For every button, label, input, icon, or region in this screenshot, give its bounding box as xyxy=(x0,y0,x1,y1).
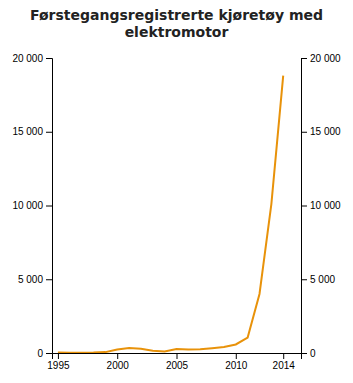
y2-axis-tick-label: 0 xyxy=(310,348,316,359)
y2-axis-tick-mark xyxy=(301,353,307,354)
plot-area: 1995 2000 2005 2010 2014 0 5 000 10 000 15 000 20… xyxy=(12,53,341,371)
y2-axis: 0 5 000 10 000 15 000 20 000 xyxy=(301,53,341,359)
y-axis-tick: 0 xyxy=(37,348,52,359)
x-axis-tick-label: 2010 xyxy=(225,360,248,371)
y2-axis-tick: 0 xyxy=(301,348,316,359)
x-axis-tick-mark xyxy=(236,353,237,359)
y-axis-tick-mark xyxy=(46,132,52,133)
y-axis-tick-mark xyxy=(46,279,52,280)
y2-axis-tick: 15 000 xyxy=(301,126,341,137)
x-axis-tick-mark xyxy=(283,353,284,359)
y2-axis-tick: 20 000 xyxy=(301,53,341,64)
x-axis-tick: 1995 xyxy=(47,353,70,371)
y-axis-tick: 20 000 xyxy=(12,53,52,64)
y-axis: 0 5 000 10 000 15 000 20 000 xyxy=(12,53,52,359)
marks xyxy=(58,76,283,353)
title-line: Førstegangsregistrerte kjøretøy med xyxy=(30,7,323,23)
x-axis-tick: 2000 xyxy=(107,353,130,371)
y2-axis-tick: 10 000 xyxy=(301,200,341,211)
x-axis-tick-mark xyxy=(117,353,118,359)
y2-axis-tick-mark xyxy=(301,58,307,59)
y2-axis-tick-label: 20 000 xyxy=(310,53,341,64)
y2-axis-tick-mark xyxy=(301,279,307,280)
y-axis-tick-mark xyxy=(46,353,52,354)
y-axis-line xyxy=(46,59,53,354)
x-axis-line xyxy=(53,354,302,360)
title: Førstegangsregistrerte kjøretøy medelekt… xyxy=(30,7,323,40)
x-axis-tick-label: 2005 xyxy=(166,360,189,371)
x-axis-tick: 2014 xyxy=(273,353,296,371)
x-axis-tick-label: 2014 xyxy=(273,360,296,371)
x-axis-tick: 2010 xyxy=(225,353,248,371)
y-axis-tick-label: 0 xyxy=(37,348,43,359)
x-axis: 1995 2000 2005 2010 2014 xyxy=(47,353,301,371)
y2-axis-tick-label: 5 000 xyxy=(310,274,335,285)
y-axis-tick-mark xyxy=(46,58,52,59)
chart-container: Førstegangsregistrerte kjøretøy medelekt… xyxy=(0,0,353,383)
y2-axis-tick-label: 15 000 xyxy=(310,126,341,137)
y-axis-tick-label: 20 000 xyxy=(12,53,43,64)
x-axis-tick: 2005 xyxy=(166,353,189,371)
x-axis-tick-mark xyxy=(177,353,178,359)
title-line: elektromotor xyxy=(125,24,229,40)
y-axis-tick-mark xyxy=(46,206,52,207)
x-axis-tick-label: 2000 xyxy=(107,360,130,371)
x-axis-tick-label: 1995 xyxy=(47,360,70,371)
y2-axis-line xyxy=(302,59,308,354)
y-axis-tick-label: 5 000 xyxy=(18,274,43,285)
y2-axis-tick: 5 000 xyxy=(301,274,335,285)
y-axis-tick: 5 000 xyxy=(18,274,52,285)
y2-axis-tick-label: 10 000 xyxy=(310,200,341,211)
chart-svg: Førstegangsregistrerte kjøretøy medelekt… xyxy=(0,0,353,383)
y2-axis-tick-mark xyxy=(301,132,307,133)
x-axis-tick-mark xyxy=(58,353,59,359)
y-axis-tick-label: 10 000 xyxy=(12,200,43,211)
y2-axis-tick-mark xyxy=(301,206,307,207)
y-axis-tick: 15 000 xyxy=(12,126,52,137)
y-axis-tick: 10 000 xyxy=(12,200,52,211)
y-axis-tick-label: 15 000 xyxy=(12,126,43,137)
data-line xyxy=(58,76,283,353)
